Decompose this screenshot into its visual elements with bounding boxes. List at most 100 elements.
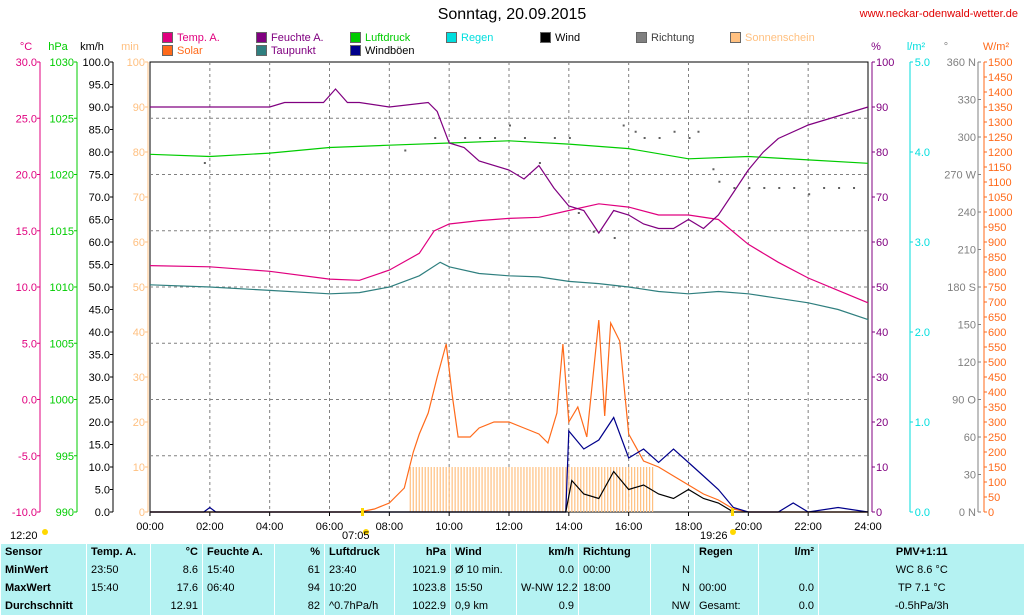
x-tick-label: 14:00 [555, 521, 583, 533]
wind-axis-tick-label: 50.0 [89, 282, 110, 294]
legend-label: Solar [177, 45, 203, 57]
table-cell: 00:00 [694, 579, 759, 598]
temp-axis-tick-label: 30.0 [16, 57, 37, 69]
x-tick-label: 24:00 [854, 521, 882, 533]
site-url[interactable]: www.neckar-odenwald-wetter.de [859, 8, 1018, 20]
table-cell: 1021.9 [394, 561, 451, 580]
direction-point [688, 137, 691, 139]
direction-axis-tick-label: 300 [958, 132, 976, 144]
direction-point [613, 237, 616, 239]
legend-swatch [350, 32, 361, 43]
legend-label: Temp. A. [177, 32, 220, 44]
direction-point [718, 180, 721, 183]
legend-item: Luftdruck [350, 32, 410, 45]
direction-point [538, 162, 541, 164]
legend-label: Taupunkt [271, 45, 316, 57]
table-cell: km/h [516, 544, 579, 562]
pressure-axis-tick-label: 1025 [50, 113, 74, 125]
table-cell: hPa [394, 544, 451, 562]
x-tick-label: 06:00 [316, 521, 344, 533]
pressure-axis-tick-label: 1010 [50, 282, 74, 294]
wind-axis-tick-label: 80.0 [89, 147, 110, 159]
direction-axis-tick-label: 90 O [952, 395, 976, 407]
direction-point [748, 187, 751, 189]
x-tick-label: 22:00 [794, 521, 822, 533]
wind-axis-tick-label: 35.0 [89, 350, 110, 362]
solar-axis-tick-label: 300 [988, 417, 1006, 429]
axis-unit-label: l/m² [907, 41, 926, 53]
solar-axis-tick-label: 1450 [988, 72, 1012, 84]
table-cell: 1022.9 [394, 597, 451, 615]
temp-axis-tick-label: 5.0 [22, 338, 37, 350]
direction-point [203, 162, 206, 164]
sun-marker-icons [42, 529, 736, 535]
table-cell: Luftdruck [324, 544, 395, 562]
table-cell: WC 8.6 °C [818, 561, 1024, 580]
direction-point [404, 149, 407, 152]
table-cell: TP 7.1 °C [818, 579, 1024, 598]
table-cell: ^0.7hPa/h [324, 597, 395, 615]
solar-axis-tick-label: 1350 [988, 102, 1012, 114]
temp-axis-tick-label: 0.0 [22, 395, 37, 407]
table-cell [650, 544, 695, 562]
direction-point [523, 137, 526, 139]
humidity-axis-tick-label: 30 [876, 372, 888, 384]
direction-points [203, 124, 856, 239]
legend-item: Richtung [636, 32, 694, 45]
wind-axis-tick-label: 60.0 [89, 237, 110, 249]
solar-axis-tick-label: 0 [988, 507, 994, 519]
rain-axis-tick-label: 0.0 [915, 507, 930, 519]
direction-point [838, 187, 841, 189]
legend-label: Windböen [365, 45, 415, 57]
legend-swatch [162, 45, 173, 56]
solar-axis-tick-label: 550 [988, 342, 1006, 354]
sunshine-bars [409, 467, 654, 512]
table-cell: Sensor [0, 544, 87, 562]
table-cell: MaxWert [0, 579, 87, 598]
x-tick-label: 16:00 [615, 521, 643, 533]
sun-icon [42, 529, 48, 535]
table-cell: 0.0 [758, 597, 819, 615]
sunshine-axis-tick-label: 10 [133, 462, 145, 474]
table-cell: -0.5hPa/3h [818, 597, 1024, 615]
direction-point [509, 124, 511, 127]
legend-swatch [446, 32, 457, 43]
x-tick-label: 04:00 [256, 521, 284, 533]
direction-point [434, 137, 437, 139]
solar-axis-tick-label: 900 [988, 237, 1006, 249]
direction-axis-tick-label: 210 [958, 245, 976, 257]
solar-axis-tick-label: 350 [988, 402, 1006, 414]
sunshine-axis-tick-label: 70 [133, 192, 145, 204]
direction-point [763, 187, 766, 189]
table-row: Durchschnitt 12.91 82 ^0.7hPa/h 1022.9 0,9 km… [0, 597, 1024, 615]
wind-axis-tick-label: 5.0 [95, 485, 110, 497]
table-cell: 1023.8 [394, 579, 451, 598]
wind-axis-tick-label: 45.0 [89, 305, 110, 317]
direction-axis-tick-label: 180 S [947, 282, 976, 294]
table-cell: 17.6 [150, 579, 203, 598]
table-cell: N [650, 561, 695, 580]
wind-axis-tick-label: 90.0 [89, 102, 110, 114]
direction-point [673, 130, 676, 133]
sunset-tick [731, 508, 734, 516]
solar-axis-tick-label: 1300 [988, 117, 1012, 129]
wind-axis-tick-label: 20.0 [89, 417, 110, 429]
direction-point [733, 187, 736, 189]
legend-swatch [730, 32, 741, 43]
humidity-axis-tick-label: 20 [876, 417, 888, 429]
direction-point [592, 230, 595, 233]
x-tick-label: 18:00 [675, 521, 703, 533]
legend-label: Wind [555, 32, 581, 44]
temp-axis-tick-label: 20.0 [16, 170, 37, 182]
sunshine-axis-tick-label: 40 [133, 327, 145, 339]
sunshine-axis-tick-label: 80 [133, 147, 145, 159]
direction-axis-tick-label: 120 [958, 357, 976, 369]
table-cell: 15:40 [202, 561, 275, 580]
direction-axis-tick-label: 30 [964, 470, 976, 482]
wind-axis-tick-label: 100.0 [82, 57, 110, 69]
direction-point [643, 137, 646, 139]
axis-unit-label: hPa [48, 41, 68, 53]
table-cell: 0.0 [758, 579, 819, 598]
table-cell: 06:40 [202, 579, 275, 598]
x-tick-label: 02:00 [196, 521, 224, 533]
